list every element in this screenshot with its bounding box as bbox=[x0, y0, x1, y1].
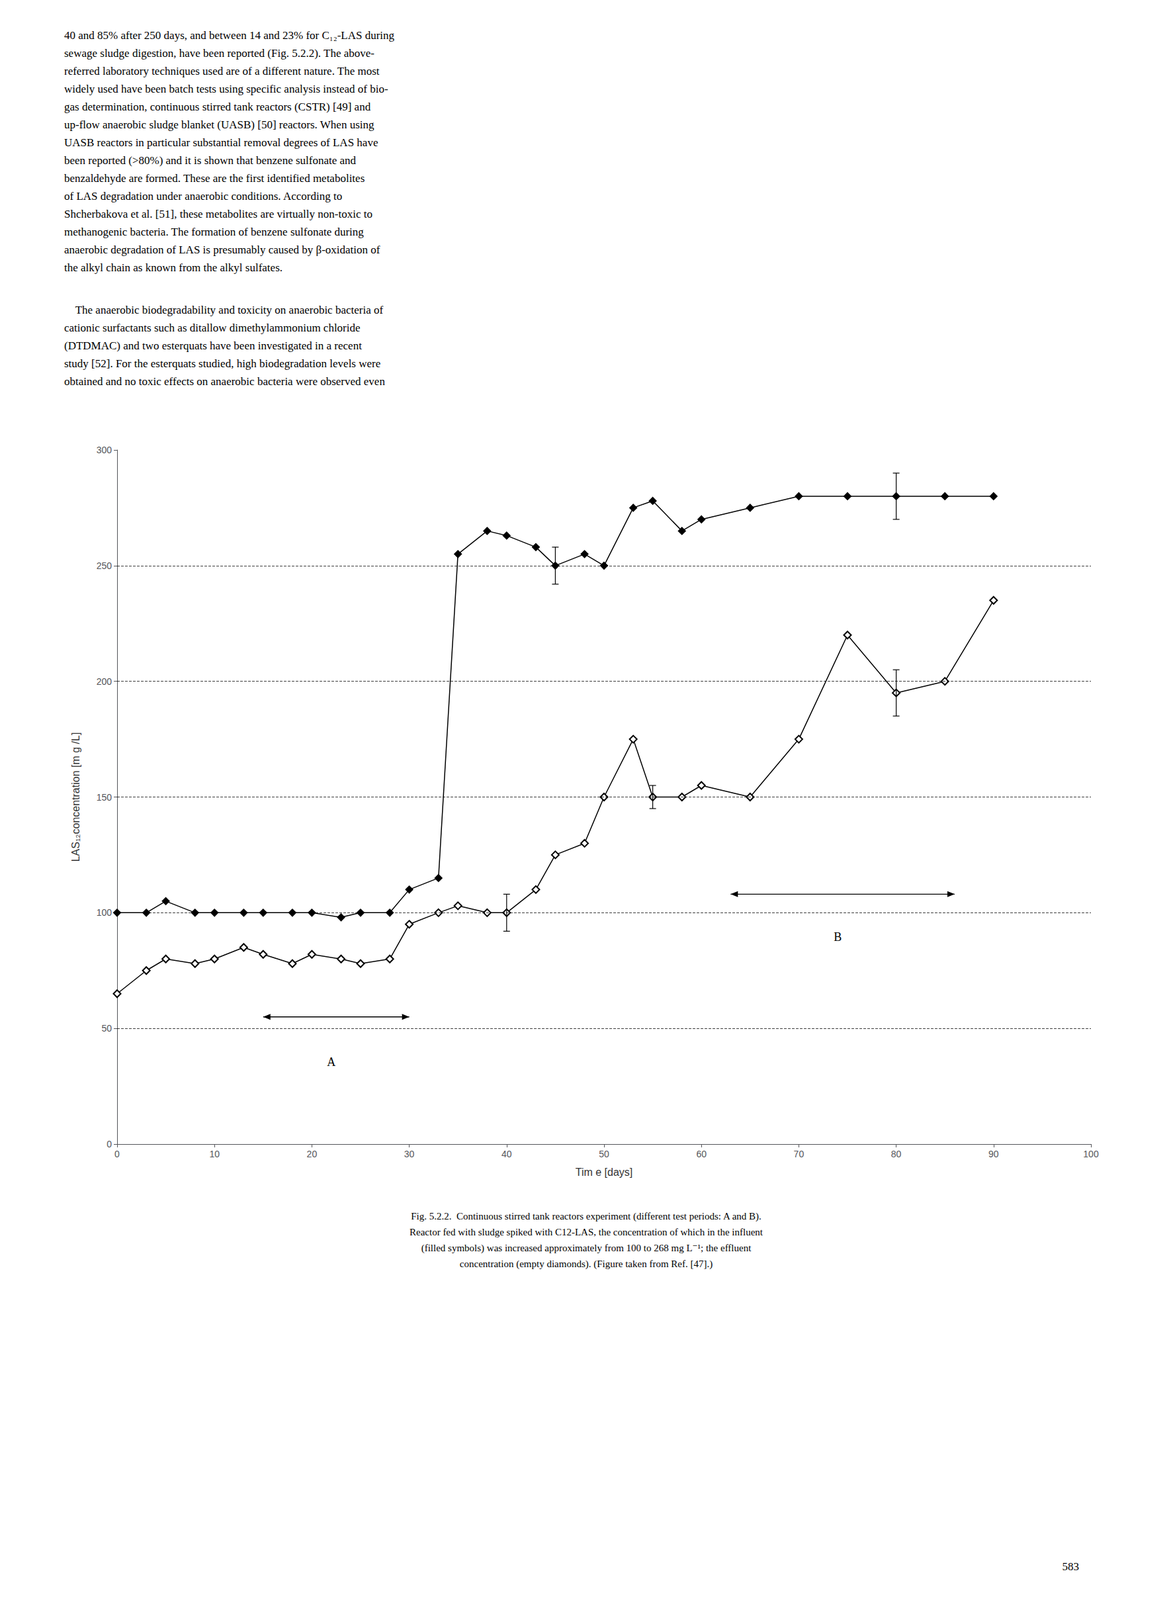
svg-text:150: 150 bbox=[96, 791, 113, 803]
svg-text:70: 70 bbox=[793, 1148, 805, 1160]
svg-text:200: 200 bbox=[96, 676, 113, 687]
svg-text:Tim e [days]: Tim e [days] bbox=[575, 1166, 634, 1178]
svg-text:methanogenic bacteria. The for: methanogenic bacteria. The formation of … bbox=[64, 225, 364, 239]
svg-text:referred laboratory techniques: referred laboratory techniques used are … bbox=[64, 64, 380, 78]
svg-text:Reactor fed with sludge spiked: Reactor fed with sludge spiked with C12-… bbox=[409, 1226, 764, 1238]
svg-text:obtained and no toxic effects: obtained and no toxic effects on anaerob… bbox=[64, 375, 386, 388]
svg-text:250: 250 bbox=[96, 560, 113, 571]
svg-text:benzaldehyde are formed. These: benzaldehyde are formed. These are the f… bbox=[64, 172, 365, 185]
svg-text:concentration (empty diamonds): concentration (empty diamonds). (Figure … bbox=[459, 1258, 713, 1270]
svg-text:0: 0 bbox=[106, 1138, 112, 1150]
svg-text:up-flow anaerobic sludge blank: up-flow anaerobic sludge blanket (UASB) … bbox=[64, 118, 375, 131]
svg-text:(filled symbols) was increased: (filled symbols) was increased approxima… bbox=[421, 1242, 753, 1254]
svg-text:(DTDMAC) and two esterquats ha: (DTDMAC) and two esterquats have been in… bbox=[64, 339, 362, 352]
svg-text:been reported (>80%) and it is: been reported (>80%) and it is shown tha… bbox=[64, 154, 357, 167]
svg-text:gas determination, continuous: gas determination, continuous stirred ta… bbox=[64, 100, 372, 114]
svg-text:80: 80 bbox=[891, 1148, 902, 1160]
svg-text:583: 583 bbox=[1062, 1560, 1080, 1573]
svg-text:LAS₁₂concentration [m g /L]: LAS₁₂concentration [m g /L] bbox=[70, 732, 82, 863]
svg-text:60: 60 bbox=[695, 1148, 707, 1160]
svg-text:study [52]. For the esterquats: study [52]. For the esterquats studied, … bbox=[64, 357, 381, 370]
svg-text:UASB reactors in particular su: UASB reactors in particular substantial … bbox=[64, 136, 378, 149]
svg-text:0: 0 bbox=[114, 1148, 120, 1160]
svg-text:100: 100 bbox=[96, 907, 113, 918]
svg-text:50: 50 bbox=[598, 1148, 610, 1160]
svg-text:20: 20 bbox=[306, 1148, 318, 1160]
svg-text:40: 40 bbox=[501, 1148, 513, 1160]
svg-text:anaerobic degradation of LAS i: anaerobic degradation of LAS is presumab… bbox=[64, 243, 381, 257]
svg-text:cationic surfactants such as d: cationic surfactants such as ditallow di… bbox=[64, 321, 361, 335]
svg-text:of LAS degradation under anaer: of LAS degradation under anaerobic condi… bbox=[64, 189, 343, 203]
svg-text:A: A bbox=[326, 1055, 336, 1069]
svg-text:300: 300 bbox=[96, 444, 113, 456]
svg-text:10: 10 bbox=[209, 1148, 220, 1160]
svg-text:100: 100 bbox=[1083, 1148, 1099, 1160]
svg-text:90: 90 bbox=[988, 1148, 1000, 1160]
svg-text:30: 30 bbox=[404, 1148, 415, 1160]
svg-text:the alkyl chain as known from: the alkyl chain as known from the alkyl … bbox=[64, 261, 283, 274]
svg-text:Shcherbakova et al. [51], thes: Shcherbakova et al. [51], these metaboli… bbox=[64, 207, 373, 221]
svg-text:widely used have been batch te: widely used have been batch tests using … bbox=[64, 82, 389, 96]
svg-text:B: B bbox=[833, 930, 842, 944]
svg-text:The anaerobic biodegradability: The anaerobic biodegradability and toxic… bbox=[64, 303, 384, 317]
svg-text:sewage sludge digestion, have: sewage sludge digestion, have been repor… bbox=[64, 46, 375, 60]
svg-text:40 and 85% after 250 days, and: 40 and 85% after 250 days, and between 1… bbox=[64, 29, 395, 42]
svg-text:Fig. 5.2.2. Continuous stirre: Fig. 5.2.2. Continuous stirred tank reac… bbox=[410, 1210, 762, 1222]
svg-text:50: 50 bbox=[101, 1022, 112, 1034]
